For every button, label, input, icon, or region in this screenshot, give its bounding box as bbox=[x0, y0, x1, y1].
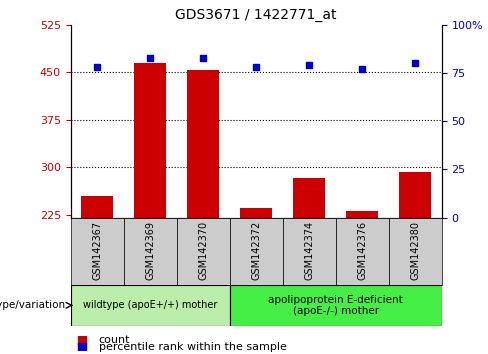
Text: GSM142367: GSM142367 bbox=[92, 221, 102, 280]
Text: GSM142370: GSM142370 bbox=[198, 221, 208, 280]
Point bbox=[93, 64, 101, 70]
Point bbox=[146, 55, 154, 61]
Bar bbox=[388, 218, 442, 285]
Bar bbox=[283, 218, 336, 285]
Point bbox=[252, 64, 260, 70]
Text: genotype/variation: genotype/variation bbox=[0, 300, 66, 310]
Bar bbox=[336, 218, 388, 285]
Point bbox=[358, 66, 366, 72]
Bar bbox=[230, 218, 283, 285]
Point bbox=[199, 55, 207, 61]
Text: GSM142372: GSM142372 bbox=[251, 221, 261, 280]
Bar bbox=[71, 285, 230, 326]
Text: wildtype (apoE+/+) mother: wildtype (apoE+/+) mother bbox=[83, 300, 218, 310]
Bar bbox=[81, 195, 113, 218]
Point bbox=[305, 62, 313, 68]
Bar bbox=[134, 63, 166, 218]
Text: GSM142376: GSM142376 bbox=[357, 221, 367, 280]
Text: GSM142369: GSM142369 bbox=[145, 221, 155, 280]
Text: apolipoprotein E-deficient
(apoE-/-) mother: apolipoprotein E-deficient (apoE-/-) mot… bbox=[268, 295, 403, 316]
Point bbox=[78, 337, 86, 343]
Bar bbox=[187, 70, 219, 218]
Bar bbox=[346, 211, 378, 218]
Text: percentile rank within the sample: percentile rank within the sample bbox=[99, 342, 286, 352]
Title: GDS3671 / 1422771_at: GDS3671 / 1422771_at bbox=[176, 8, 337, 22]
Text: GSM142374: GSM142374 bbox=[304, 221, 314, 280]
Bar bbox=[71, 218, 124, 285]
Bar bbox=[240, 208, 272, 218]
Bar bbox=[177, 218, 230, 285]
Point bbox=[411, 61, 419, 66]
Bar bbox=[230, 285, 442, 326]
Point bbox=[78, 344, 86, 350]
Text: count: count bbox=[99, 335, 130, 345]
Bar bbox=[124, 218, 177, 285]
Bar bbox=[293, 178, 325, 218]
Bar bbox=[399, 172, 431, 218]
Text: GSM142380: GSM142380 bbox=[410, 221, 420, 280]
